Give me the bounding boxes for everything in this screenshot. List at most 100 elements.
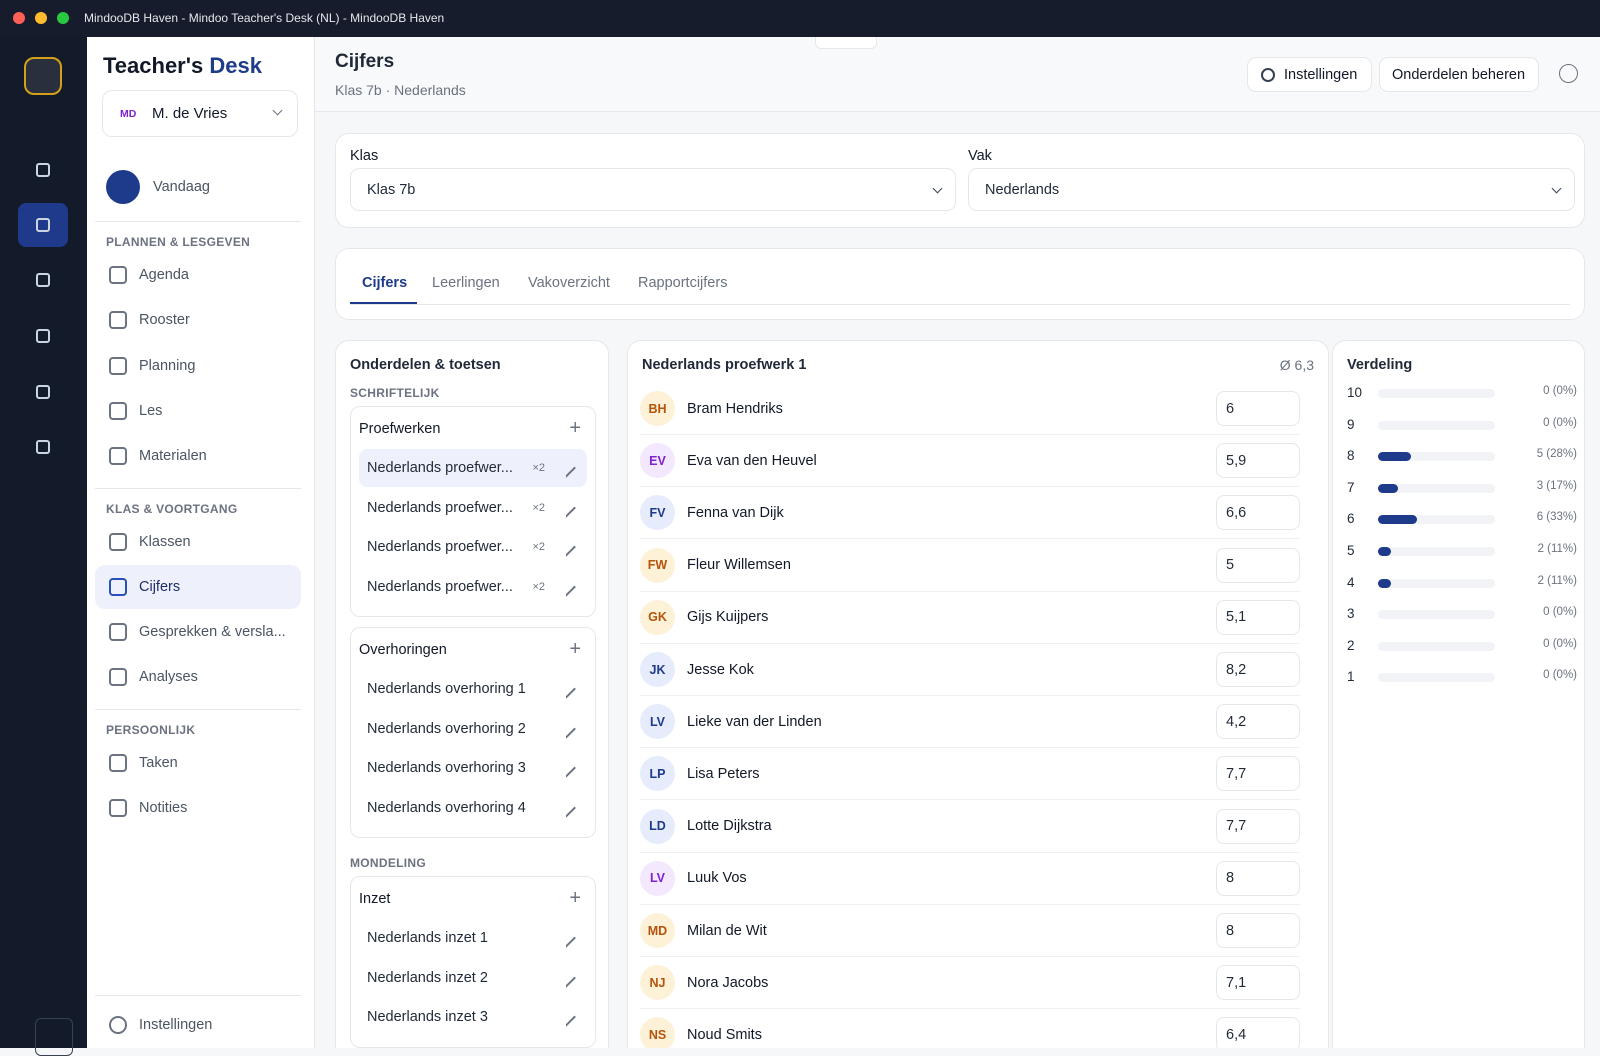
student-avatar: MD	[640, 913, 675, 948]
collapse-handle[interactable]	[815, 37, 877, 49]
edit-icon[interactable]	[556, 1007, 576, 1027]
edit-icon[interactable]	[556, 928, 576, 948]
count-label: 0 (0%)	[1543, 669, 1577, 682]
edit-icon[interactable]	[556, 537, 576, 557]
edit-icon[interactable]	[556, 718, 576, 739]
grade-input[interactable]: 5,9	[1216, 443, 1300, 479]
nav-item[interactable]: Notities	[95, 786, 301, 830]
minimize-button[interactable]	[35, 12, 47, 24]
edit-icon[interactable]	[556, 497, 576, 518]
grade-value: 10	[1347, 385, 1363, 400]
tab[interactable]: Vakoverzicht	[528, 275, 610, 291]
nav-item[interactable]: Taken	[95, 741, 301, 785]
rail-button[interactable]	[28, 432, 58, 462]
nav-item[interactable]: Materialen	[95, 434, 301, 478]
count-label: 6 (33%)	[1536, 511, 1577, 524]
nav-label: Instellingen	[139, 1017, 213, 1033]
nav-item[interactable]: Instellingen	[95, 1003, 301, 1047]
nav-item[interactable]: Gesprekken & versla...	[95, 610, 301, 654]
edit-icon[interactable]	[556, 576, 576, 597]
nav-item[interactable]: Analyses	[95, 655, 301, 699]
student-name: Gijs Kuijpers	[687, 609, 769, 626]
rail-icon	[36, 218, 50, 232]
help-button[interactable]	[1559, 64, 1578, 83]
nav-item[interactable]: Cijfers	[95, 564, 301, 609]
grade-input[interactable]: 7,1	[1216, 965, 1300, 1001]
test-item[interactable]: Nederlands inzet 1	[359, 919, 587, 957]
header-button[interactable]: Onderdelen beheren	[1379, 57, 1539, 92]
test-item[interactable]: Nederlands proefwer... ×2	[359, 449, 587, 487]
collapse-button[interactable]	[35, 1018, 73, 1056]
student-row: LP Lisa Peters 7,7	[640, 748, 1300, 801]
tab[interactable]: Cijfers	[362, 275, 408, 291]
test-item[interactable]: Nederlands overhoring 4	[359, 789, 587, 827]
close-button[interactable]	[13, 12, 25, 24]
edit-icon[interactable]	[556, 797, 576, 818]
grade-input[interactable]: 7,7	[1216, 756, 1300, 792]
section-title: PLANNEN & LESGEVEN	[106, 235, 251, 249]
grade-input[interactable]: 6	[1216, 391, 1300, 426]
zoom-button[interactable]	[57, 12, 69, 24]
test-item[interactable]: Nederlands overhoring 3	[359, 749, 587, 787]
nav-item[interactable]: Rooster	[95, 298, 301, 342]
category-title: Proefwerken	[359, 421, 441, 437]
add-button[interactable]: +	[569, 417, 581, 439]
distribution-row: 5 2 (11%)	[1347, 541, 1577, 561]
grade-input[interactable]: 8	[1216, 860, 1300, 896]
onderdelen-panel: Onderdelen & toetsen SCHRIFTELIJK Proefwer…	[335, 340, 609, 1048]
edit-icon[interactable]	[556, 679, 576, 699]
header-button[interactable]: Instellingen	[1247, 57, 1372, 92]
grade-input[interactable]: 5	[1216, 547, 1300, 583]
add-button[interactable]: +	[569, 887, 581, 909]
add-button[interactable]: +	[569, 638, 581, 660]
nav-item[interactable]: Les	[95, 389, 301, 433]
grade-input[interactable]: 8,2	[1216, 652, 1300, 687]
rail-button[interactable]	[28, 155, 58, 185]
student-name: Nora Jacobs	[687, 974, 769, 991]
grade-input[interactable]: 4,2	[1216, 704, 1300, 740]
test-item[interactable]: Nederlands proefwer... ×2	[359, 568, 587, 606]
today-link[interactable]: Vandaag	[153, 179, 210, 195]
student-row: FW Fleur Willemsen 5	[640, 540, 1300, 592]
rail-button[interactable]	[28, 377, 58, 407]
bar-track	[1378, 420, 1495, 430]
test-name: Nederlands inzet 1	[367, 930, 488, 946]
grade-input[interactable]: 7,7	[1216, 808, 1300, 844]
edit-icon[interactable]	[556, 967, 576, 988]
grade-value: 2	[1347, 637, 1355, 653]
test-item[interactable]: Nederlands overhoring 2	[359, 710, 587, 748]
student-row: NS Noud Smits 6,4	[640, 1009, 1300, 1048]
user-select[interactable]: MD M. de Vries	[102, 90, 298, 137]
tab[interactable]: Leerlingen	[432, 275, 500, 291]
test-item[interactable]: Nederlands inzet 3	[359, 998, 587, 1036]
student-row: MD Milan de Wit 8	[640, 905, 1300, 957]
edit-icon[interactable]	[556, 458, 576, 478]
rail-button[interactable]	[28, 321, 58, 351]
test-item[interactable]: Nederlands proefwer... ×2	[359, 489, 587, 527]
student-avatar: BH	[640, 391, 675, 426]
edit-icon[interactable]	[556, 758, 576, 778]
nav-item[interactable]: Planning	[95, 344, 301, 388]
nav-item[interactable]: Agenda	[95, 253, 301, 297]
filter-select[interactable]: Klas 7b	[350, 168, 956, 211]
rail-button[interactable]	[18, 203, 68, 247]
test-item[interactable]: Nederlands overhoring 1	[359, 670, 587, 708]
test-item[interactable]: Nederlands proefwer... ×2	[359, 528, 587, 566]
nav-icon	[109, 532, 127, 551]
count-label: 3 (17%)	[1536, 479, 1577, 492]
grade-input[interactable]: 8	[1216, 913, 1300, 948]
bar-track	[1378, 515, 1495, 525]
nav-label: Les	[139, 402, 163, 419]
grade-input[interactable]: 6,6	[1216, 495, 1300, 531]
test-item[interactable]: Nederlands inzet 2	[359, 959, 587, 997]
student-avatar: JK	[640, 652, 675, 687]
filter-select[interactable]: Nederlands	[968, 168, 1575, 211]
rail-button[interactable]	[28, 265, 58, 295]
grade-input[interactable]: 5,1	[1216, 599, 1300, 635]
tab[interactable]: Rapportcijfers	[638, 275, 728, 291]
nav-icon	[109, 311, 127, 330]
student-row: LD Lotte Dijkstra 7,7	[640, 801, 1300, 853]
nav-item[interactable]: Klassen	[95, 520, 301, 564]
grade-input[interactable]: 6,4	[1216, 1017, 1300, 1048]
grade-value: 1	[1347, 669, 1355, 685]
